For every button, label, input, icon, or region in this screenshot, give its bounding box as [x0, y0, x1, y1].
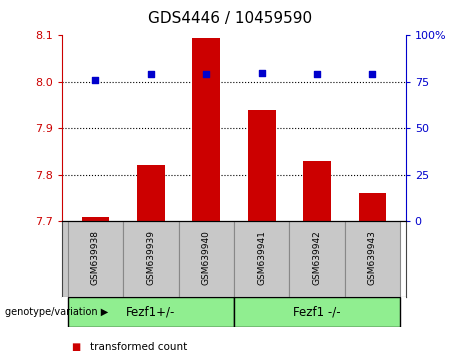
Text: Fezf1 -/-: Fezf1 -/-: [293, 306, 341, 319]
Text: GSM639943: GSM639943: [368, 230, 377, 285]
Point: [258, 70, 266, 75]
Point: [147, 72, 154, 77]
Text: GSM639940: GSM639940: [202, 230, 211, 285]
Bar: [123, 221, 178, 297]
Bar: [359, 193, 386, 221]
Bar: [178, 221, 234, 297]
Bar: [68, 297, 234, 327]
Bar: [234, 297, 400, 327]
Bar: [234, 221, 290, 297]
Bar: [248, 110, 276, 221]
Bar: [290, 221, 345, 297]
Bar: [345, 221, 400, 297]
Bar: [137, 165, 165, 221]
Bar: [303, 161, 331, 221]
Text: GSM639938: GSM639938: [91, 230, 100, 285]
Point: [202, 72, 210, 77]
Text: GSM639942: GSM639942: [313, 230, 322, 285]
Bar: [82, 217, 109, 221]
Text: transformed count: transformed count: [90, 342, 187, 352]
Text: genotype/variation ▶: genotype/variation ▶: [5, 307, 108, 318]
Point: [92, 77, 99, 83]
Bar: [68, 221, 123, 297]
Point: [369, 72, 376, 77]
Point: [313, 72, 321, 77]
Text: GSM639939: GSM639939: [146, 230, 155, 285]
Bar: [192, 38, 220, 221]
Text: ■: ■: [71, 342, 81, 352]
Text: Fezf1+/-: Fezf1+/-: [126, 306, 176, 319]
Text: GSM639941: GSM639941: [257, 230, 266, 285]
Text: GDS4446 / 10459590: GDS4446 / 10459590: [148, 11, 313, 25]
